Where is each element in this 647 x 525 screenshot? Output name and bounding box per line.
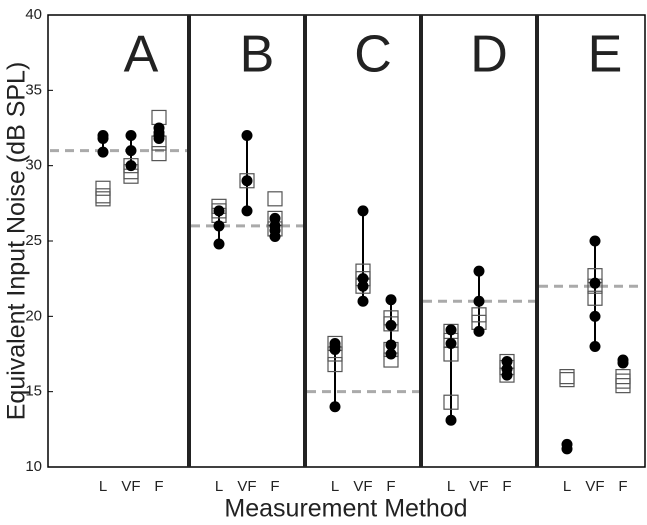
- square-marker: [615, 373, 631, 389]
- x-tick-label: VF: [585, 478, 604, 495]
- point-marker: [385, 294, 397, 306]
- point-marker: [241, 205, 253, 217]
- point-marker: [473, 325, 485, 337]
- point-marker: [125, 160, 137, 172]
- point-marker: [213, 205, 225, 217]
- x-tick-label: L: [215, 478, 223, 495]
- point-marker: [269, 212, 281, 224]
- panel-title: C: [354, 26, 392, 84]
- point-marker: [329, 343, 341, 355]
- point-marker: [213, 238, 225, 250]
- point-marker: [269, 230, 281, 242]
- x-tick-label: VF: [237, 478, 256, 495]
- x-tick-label: VF: [353, 478, 372, 495]
- point-marker: [473, 265, 485, 277]
- point-marker: [473, 295, 485, 307]
- point-marker: [385, 319, 397, 331]
- square-marker: [239, 173, 255, 189]
- square-marker: [615, 369, 631, 385]
- square-marker: [587, 290, 603, 306]
- x-tick-label: L: [331, 478, 339, 495]
- point-marker: [589, 340, 601, 352]
- y-tick-label: 40: [25, 6, 42, 23]
- x-tick-label: F: [502, 478, 511, 495]
- square-marker: [443, 394, 459, 410]
- point-marker: [213, 220, 225, 232]
- x-tick-label: VF: [469, 478, 488, 495]
- x-tick-label: VF: [121, 478, 140, 495]
- square-marker: [559, 372, 575, 388]
- square-marker: [267, 191, 283, 207]
- x-tick-label: F: [154, 478, 163, 495]
- point-marker: [357, 273, 369, 285]
- panel-title: E: [588, 26, 623, 84]
- point-marker: [329, 401, 341, 413]
- point-marker: [357, 205, 369, 217]
- point-marker: [617, 357, 629, 369]
- square-marker: [151, 146, 167, 162]
- point-marker: [125, 130, 137, 142]
- y-tick-label: 35: [25, 81, 42, 98]
- x-tick-label: L: [99, 478, 107, 495]
- point-marker: [445, 414, 457, 426]
- panel-title: A: [124, 26, 159, 84]
- point-marker: [357, 280, 369, 292]
- point-marker: [589, 235, 601, 247]
- x-tick-label: L: [563, 478, 571, 495]
- square-marker: [151, 109, 167, 126]
- point-marker: [241, 175, 253, 187]
- point-marker: [125, 145, 137, 157]
- square-marker: [95, 191, 111, 207]
- point-marker: [153, 133, 165, 145]
- point-marker: [385, 339, 397, 351]
- y-tick-label: 10: [25, 458, 42, 475]
- x-tick-label: L: [447, 478, 455, 495]
- panel-title: B: [240, 26, 275, 84]
- point-marker: [241, 130, 253, 142]
- point-marker: [97, 146, 109, 158]
- y-tick-label: 15: [25, 383, 42, 400]
- square-marker: [615, 378, 631, 394]
- square-marker: [559, 369, 575, 385]
- square-marker: [327, 356, 343, 373]
- point-marker: [501, 356, 513, 368]
- x-tick-label: F: [386, 478, 395, 495]
- point-marker: [357, 295, 369, 307]
- point-marker: [501, 369, 513, 381]
- point-marker: [445, 324, 457, 336]
- point-marker: [445, 337, 457, 349]
- x-tick-label: F: [270, 478, 279, 495]
- x-tick-label: F: [618, 478, 627, 495]
- point-marker: [589, 310, 601, 322]
- square-marker: [123, 168, 139, 184]
- y-tick-label: 20: [25, 307, 42, 324]
- point-marker: [385, 348, 397, 360]
- point-marker: [589, 277, 601, 289]
- y-axis-label: Equivalent Input Noise (dB SPL): [3, 62, 31, 421]
- panel-title: D: [470, 26, 508, 84]
- y-tick-label: 30: [25, 157, 42, 174]
- point-marker: [561, 443, 573, 455]
- y-tick-label: 25: [25, 232, 42, 249]
- x-axis-label: Measurement Method: [224, 495, 467, 523]
- point-marker: [97, 133, 109, 145]
